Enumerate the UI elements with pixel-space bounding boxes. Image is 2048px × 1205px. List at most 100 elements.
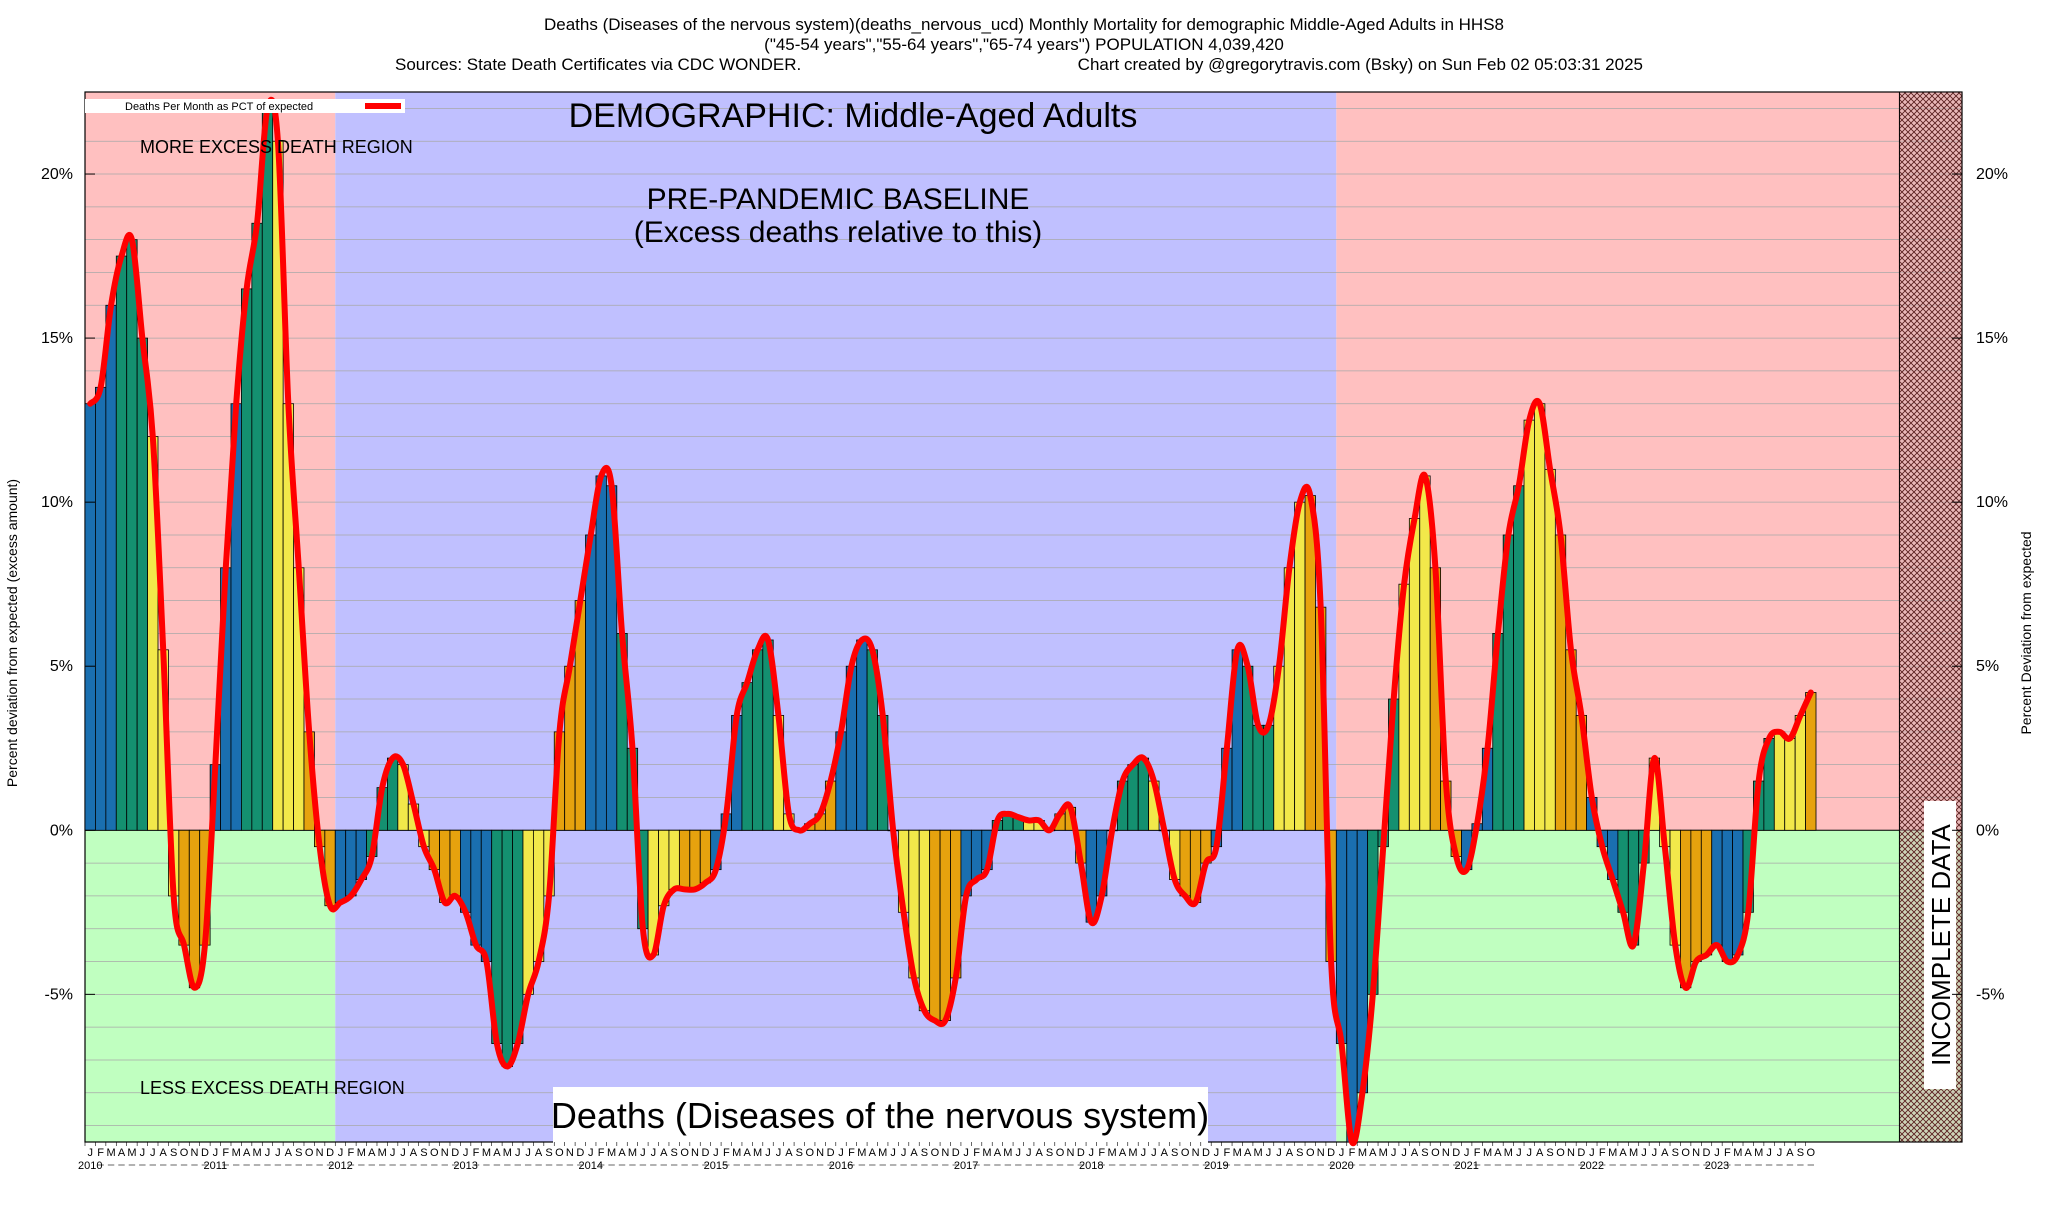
- bar: [84, 403, 96, 831]
- bar: [480, 829, 493, 962]
- x-year-label: 2011: [204, 1160, 228, 1172]
- x-month-label: A: [1745, 1147, 1753, 1159]
- bar: [95, 386, 107, 831]
- x-year-label: 2022: [1580, 1160, 1604, 1172]
- x-month-label: O: [1306, 1147, 1315, 1159]
- incomplete-data-label-group: INCOMPLETE DATA: [1924, 801, 1956, 1089]
- x-month-label: D: [451, 1147, 459, 1159]
- x-month-label: A: [1035, 1147, 1043, 1159]
- x-month-label: M: [127, 1147, 136, 1159]
- bar: [1805, 692, 1817, 831]
- x-month-label: J: [890, 1147, 896, 1159]
- bar: [1304, 495, 1316, 831]
- bar: [970, 829, 983, 880]
- x-month-label: D: [576, 1147, 584, 1159]
- x-month-label: N: [1692, 1147, 1700, 1159]
- bar: [241, 288, 253, 831]
- x-month-label: A: [994, 1147, 1002, 1159]
- x-month-label: A: [1161, 1147, 1169, 1159]
- bar: [449, 829, 461, 897]
- x-month-label: J: [1714, 1147, 1720, 1159]
- x-month-label: F: [222, 1147, 229, 1159]
- y-tick-label-left: 10%: [41, 494, 73, 511]
- bar: [678, 829, 691, 890]
- x-month-label: J: [515, 1147, 521, 1159]
- x-month-label: O: [1807, 1147, 1816, 1159]
- x-month-label: J: [651, 1147, 657, 1159]
- x-month-label: J: [140, 1147, 146, 1159]
- bar: [178, 829, 190, 946]
- x-year-label: 2012: [328, 1160, 352, 1172]
- x-month-label: F: [1349, 1147, 1356, 1159]
- bar: [1711, 829, 1723, 946]
- x-month-label: N: [1442, 1147, 1450, 1159]
- x-month-label: O: [305, 1147, 314, 1159]
- x-month-label: J: [1777, 1147, 1783, 1159]
- x-month-label: F: [723, 1147, 730, 1159]
- x-month-label: A: [660, 1147, 668, 1159]
- x-month-label: O: [1056, 1147, 1065, 1159]
- x-month-label: J: [1766, 1147, 1772, 1159]
- x-month-label: S: [670, 1147, 677, 1159]
- x-month-label: J: [400, 1147, 406, 1159]
- bar: [741, 682, 753, 831]
- x-month-label: N: [691, 1147, 699, 1159]
- x-month-label: J: [1141, 1147, 1147, 1159]
- bar: [1721, 829, 1733, 962]
- x-month-label: A: [1369, 1147, 1377, 1159]
- x-month-label: J: [1276, 1147, 1282, 1159]
- x-month-label: M: [1733, 1147, 1742, 1159]
- x-month-label: F: [848, 1147, 855, 1159]
- bar: [1419, 475, 1431, 831]
- legend-label: Deaths Per Month as PCT of expected: [125, 101, 313, 113]
- bar: [501, 829, 513, 1067]
- x-year-label: 2010: [78, 1160, 102, 1172]
- x-year-label: 2013: [453, 1160, 477, 1172]
- x-month-label: N: [1317, 1147, 1325, 1159]
- x-month-label: N: [191, 1147, 199, 1159]
- x-month-label: J: [525, 1147, 531, 1159]
- x-year-label: 2023: [1705, 1160, 1729, 1172]
- x-month-label: S: [1797, 1147, 1804, 1159]
- bar: [689, 829, 701, 890]
- x-month-label: D: [1452, 1147, 1460, 1159]
- bar: [1179, 829, 1191, 897]
- baseline-region: [335, 92, 1337, 1142]
- x-month-label: M: [1108, 1147, 1117, 1159]
- x-month-label: A: [1119, 1147, 1127, 1159]
- x-month-label: F: [473, 1147, 480, 1159]
- x-month-label: N: [816, 1147, 824, 1159]
- x-month-label: M: [607, 1147, 616, 1159]
- x-month-label: F: [598, 1147, 605, 1159]
- x-month-label: A: [410, 1147, 418, 1159]
- x-month-label: F: [1599, 1147, 1606, 1159]
- x-month-label: J: [150, 1147, 156, 1159]
- x-month-label: D: [952, 1147, 960, 1159]
- x-month-label: J: [1526, 1147, 1532, 1159]
- bar: [126, 239, 138, 831]
- x-month-label: J: [963, 1147, 969, 1159]
- bar: [1127, 764, 1139, 831]
- x-month-label: J: [213, 1147, 219, 1159]
- bar: [668, 829, 680, 890]
- x-month-label: D: [201, 1147, 209, 1159]
- x-year-label: 2015: [704, 1160, 728, 1172]
- bar: [251, 222, 263, 831]
- x-month-label: J: [640, 1147, 646, 1159]
- x-month-label: D: [1703, 1147, 1711, 1159]
- y-tick-label-left: 20%: [41, 166, 73, 183]
- x-month-label: M: [753, 1147, 762, 1159]
- x-month-label: J: [1214, 1147, 1220, 1159]
- x-month-label: J: [1516, 1147, 1522, 1159]
- x-month-label: J: [1266, 1147, 1272, 1159]
- x-month-label: S: [170, 1147, 177, 1159]
- x-month-label: O: [1681, 1147, 1690, 1159]
- x-year-label: 2019: [1204, 1160, 1228, 1172]
- x-year-label: 2020: [1329, 1160, 1353, 1172]
- baseline-sublabel: (Excess deaths relative to this): [634, 216, 1043, 249]
- bar: [1544, 468, 1556, 831]
- x-month-label: A: [1536, 1147, 1544, 1159]
- x-month-label: J: [390, 1147, 396, 1159]
- x-month-label: S: [921, 1147, 928, 1159]
